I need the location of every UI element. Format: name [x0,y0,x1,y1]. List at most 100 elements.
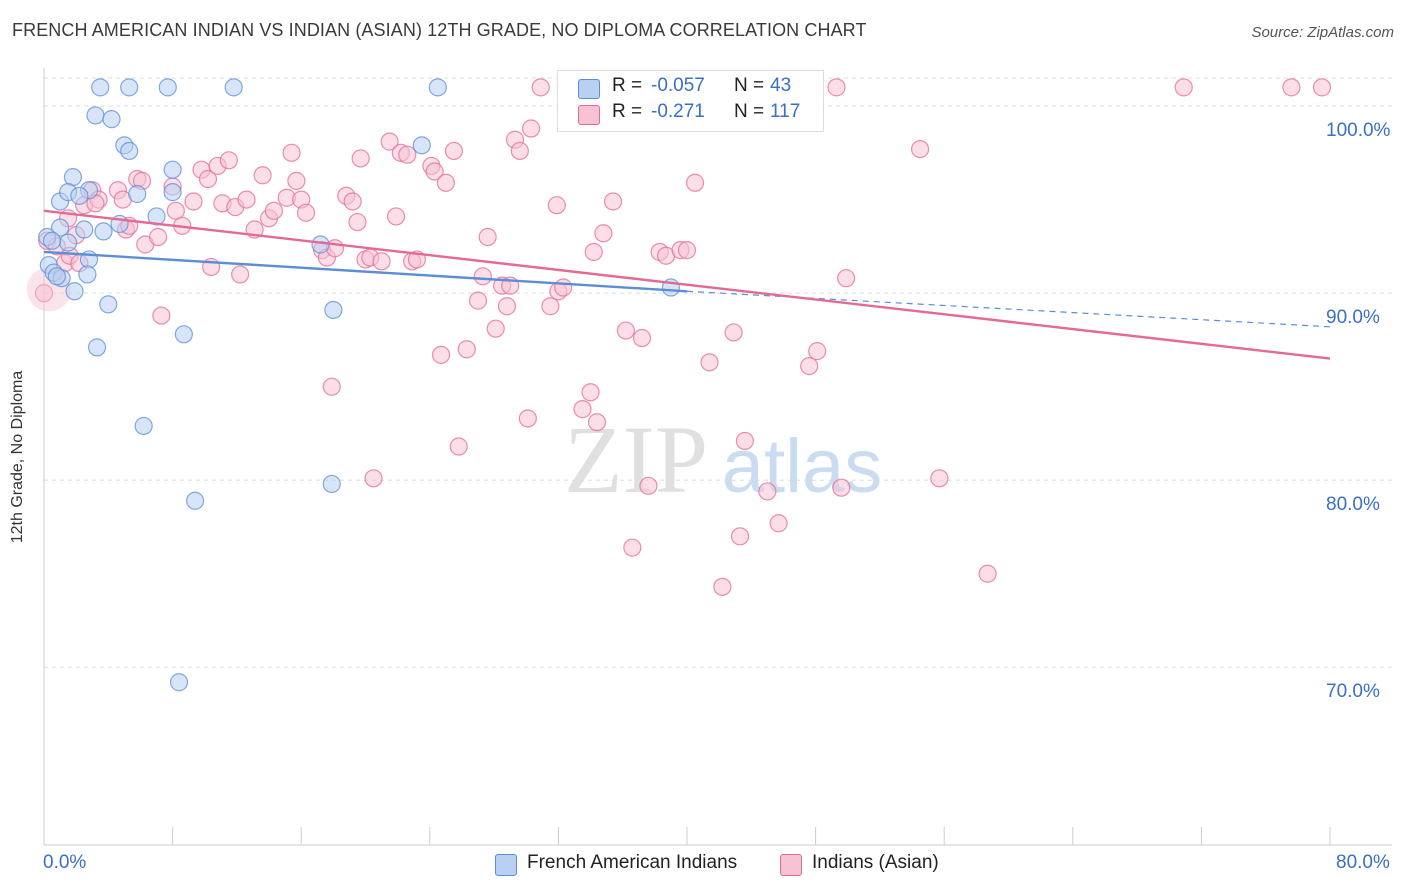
point-indians-asian [436,173,455,192]
point-indians-asian [343,192,362,211]
point-indians-asian [510,141,529,161]
legend-n-value-pink: 117 [770,101,801,122]
point-indians-asian [348,212,367,232]
point-indians-asian [34,284,54,303]
legend-r-label: R = [612,101,643,122]
point-indians-asian [521,119,541,138]
point-indians-asian [930,469,949,488]
point-french-american-indians [87,338,107,357]
point-indians-asian [808,342,827,361]
point-indians-asian [827,78,846,97]
point-indians-asian [603,192,623,211]
point-indians-asian [296,203,316,222]
point-indians-asian [386,207,406,226]
point-french-american-indians [102,110,121,129]
point-french-american-indians [163,160,182,179]
point-indians-asian [554,278,573,297]
point-indians-asian [769,514,788,533]
point-french-american-indians [128,184,147,204]
point-indians-asian [730,527,750,546]
trend-line-blue [43,250,688,293]
legend-r-value-pink: -0.271 [651,101,705,122]
legend-swatch-pink [780,854,802,876]
point-indians-asian [444,141,464,161]
point-indians-asian [978,564,997,583]
point-indians-asian [1312,78,1332,97]
point-indians-asian [547,196,566,215]
point-indians-asian [735,431,754,451]
point-french-american-indians [169,673,189,692]
point-french-american-indians [186,491,205,510]
point-french-american-indians [174,325,193,344]
legend-n-value-blue: 43 [770,75,792,96]
point-indians-asian [198,169,218,189]
point-indians-asian [166,201,185,220]
point-indians-asian [231,265,250,284]
point-french-american-indians [42,231,62,250]
point-indians-asian [468,291,488,310]
x-tick-label-min: 0.0% [43,852,87,873]
point-french-american-indians [158,78,177,97]
point-indians-asian [632,328,652,348]
source-credit: Source: ZipAtlas.com [1251,24,1394,41]
legend-n-label: N = [734,75,765,96]
point-french-american-indians [412,136,431,155]
y-tick-label: 90.0% [1326,307,1380,329]
point-indians-asian [594,224,613,243]
point-french-american-indians [78,265,97,284]
point-indians-asian [910,139,930,159]
point-french-american-indians [50,218,70,237]
point-indians-asian [758,482,777,501]
point-indians-asian [184,192,203,211]
chart-title: FRENCH AMERICAN INDIAN VS INDIAN (ASIAN)… [12,20,867,40]
point-french-american-indians [91,78,110,97]
point-indians-asian [457,340,476,359]
point-indians-asian [724,323,743,342]
point-french-american-indians [65,282,84,301]
point-indians-asian [287,171,306,190]
point-french-american-indians [70,186,89,205]
point-french-american-indians [120,78,139,97]
point-indians-asian [573,400,592,419]
point-french-american-indians [224,78,243,97]
point-french-american-indians [311,235,330,254]
point-indians-asian [478,227,497,247]
point-french-american-indians [59,233,78,252]
point-indians-asian [253,166,272,185]
point-indians-asian [219,151,238,170]
point-indians-asian [152,306,171,325]
point-french-american-indians [322,474,341,494]
point-french-american-indians [47,267,66,286]
point-indians-asian [364,469,383,488]
watermark-zip: ZIP [564,406,708,513]
trend-line-pink [43,209,1331,360]
legend-n-label: N = [734,101,765,122]
point-indians-asian [639,476,658,495]
point-indians-asian [264,201,283,220]
point-indians-asian [497,297,517,316]
point-indians-asian [322,377,341,396]
point-indians-asian [1282,78,1301,97]
point-indians-asian [149,227,168,247]
point-indians-asian [685,173,705,192]
y-tick-label: 100.0% [1326,120,1391,142]
point-french-american-indians [75,220,94,239]
legend-label-blue: French American Indians [527,852,738,873]
point-indians-asian [677,241,697,260]
point-indians-asian [616,321,636,340]
legend-swatch-blue [495,854,517,876]
point-indians-asian [700,353,719,372]
y-tick-label: 70.0% [1326,681,1380,703]
point-indians-asian [800,356,819,376]
point-indians-asian [237,190,256,209]
point-indians-asian [473,267,492,286]
legend-swatch-blue [578,79,600,99]
point-indians-asian [832,478,851,497]
point-french-american-indians [428,78,447,97]
point-french-american-indians [120,141,139,161]
point-french-american-indians [86,106,105,125]
point-indians-asian [431,345,451,364]
legend-swatch-pink [578,105,600,125]
point-indians-asian [713,577,732,596]
